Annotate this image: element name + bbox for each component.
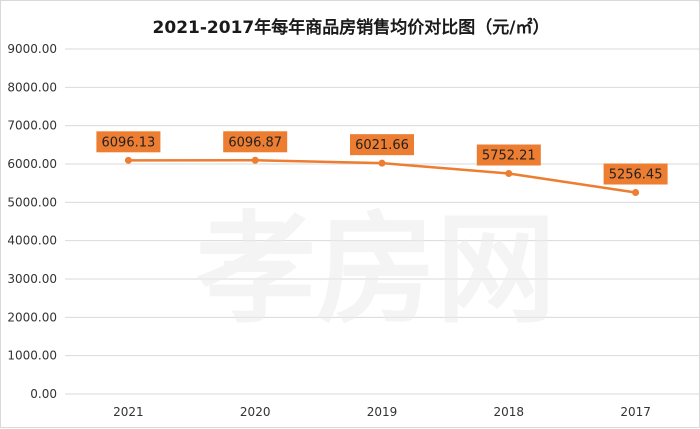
data-label-text: 5256.45	[609, 168, 663, 183]
x-tick-label: 2020	[240, 405, 271, 419]
y-tick-label: 6000.00	[7, 157, 57, 171]
y-tick-label: 9000.00	[7, 42, 57, 56]
data-labels: 6096.13 6096.87 6021.66 5752.21 5256.45	[96, 131, 668, 185]
data-point	[378, 159, 386, 167]
data-label-text: 6096.87	[228, 135, 282, 150]
watermark: 孝房网	[196, 201, 556, 340]
y-tick-label: 7000.00	[7, 119, 57, 133]
data-label-box	[350, 134, 414, 156]
data-label: 6096.13	[96, 131, 161, 153]
data-label-box	[223, 131, 288, 153]
data-label: 5752.21	[476, 144, 541, 166]
y-tick-label: 4000.00	[7, 234, 57, 248]
data-label-box	[476, 144, 541, 166]
x-axis-tick-labels: 2021 2020 2019 2018 2017	[113, 405, 651, 419]
data-point	[251, 156, 259, 164]
y-tick-label: 3000.00	[7, 272, 57, 286]
y-tick-label: 1000.00	[7, 349, 57, 363]
data-label-text: 5752.21	[482, 148, 536, 163]
y-tick-label: 8000.00	[7, 80, 57, 94]
x-tick-label: 2019	[367, 405, 398, 419]
data-label: 6096.87	[223, 131, 288, 153]
gridlines	[65, 48, 699, 395]
data-label: 5256.45	[603, 163, 668, 185]
data-label-box	[603, 163, 668, 185]
x-tick-label: 2017	[620, 405, 651, 419]
y-tick-label: 2000.00	[7, 310, 57, 324]
data-label-text: 6096.13	[102, 135, 156, 150]
series-layer	[124, 156, 640, 197]
data-point	[124, 156, 132, 164]
data-point	[632, 189, 640, 197]
data-label: 6021.66	[350, 134, 414, 156]
data-label-box	[96, 131, 161, 153]
data-point	[505, 169, 513, 177]
y-tick-label: 5000.00	[7, 195, 57, 209]
y-tick-label: 0.00	[30, 387, 57, 401]
x-tick-label: 2018	[494, 405, 525, 419]
x-tick-label: 2021	[113, 405, 144, 419]
watermark-text: 孝房网	[196, 201, 556, 340]
y-axis-tick-labels: 0.00 1000.00 2000.00 3000.00 4000.00 5000.00 6…	[7, 42, 57, 401]
data-label-text: 6021.66	[355, 138, 409, 153]
chart-title: 2021-2017年每年商品房销售均价对比图（元/㎡）	[152, 18, 550, 38]
